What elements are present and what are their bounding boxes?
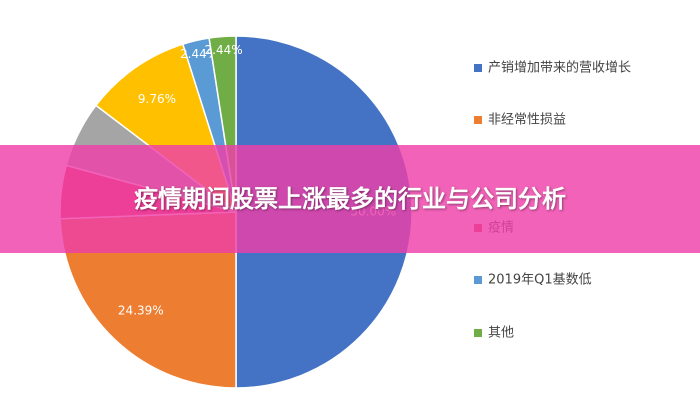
legend-label: 其他	[488, 326, 514, 341]
slice-label: 9.76%	[138, 92, 176, 106]
legend-label: 2019年Q1基数低	[488, 273, 592, 288]
slice-label: 2.44%	[180, 47, 218, 61]
title-banner: 疫情期间股票上涨最多的行业与公司分析	[0, 145, 700, 253]
legend-swatch	[474, 329, 482, 337]
legend-swatch	[474, 276, 482, 284]
legend-swatch	[474, 116, 482, 124]
legend-label: 非经常性损益	[488, 113, 566, 128]
chart-title: 疫情期间股票上涨最多的行业与公司分析	[134, 185, 566, 213]
legend-swatch	[474, 64, 482, 72]
slice-label: 24.39%	[118, 303, 164, 317]
slice-label: 2.44%	[205, 43, 243, 57]
legend-label: 产销增加带来的营收增长	[488, 60, 631, 76]
